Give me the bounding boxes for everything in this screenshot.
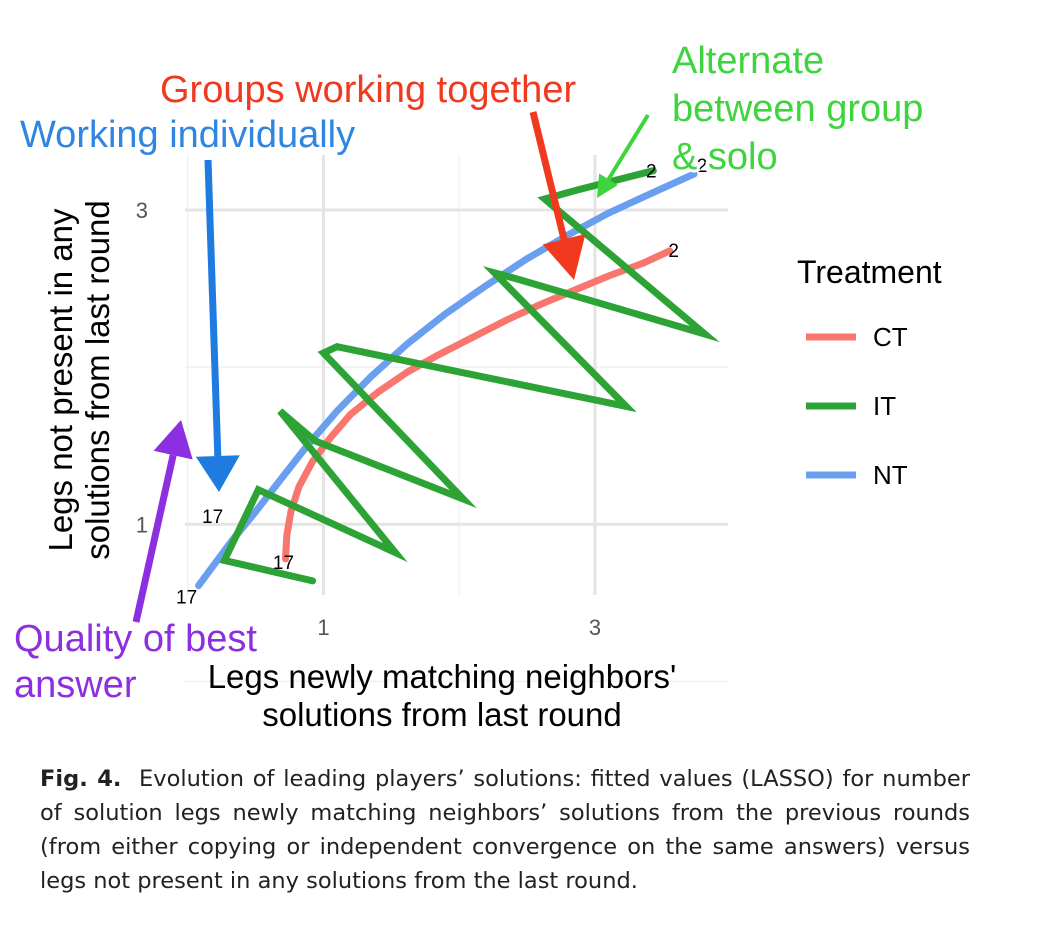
x-axis-title: solutions from last round xyxy=(262,696,622,733)
series-it-line xyxy=(219,167,720,585)
grid xyxy=(185,155,728,683)
legend: Treatment CT IT NT xyxy=(797,254,942,490)
annotation-quality: answer xyxy=(14,664,137,706)
legend-title: Treatment xyxy=(797,254,942,290)
caption-label: Fig. 4. xyxy=(40,766,122,792)
point-label-it-start: 17 xyxy=(202,507,223,528)
legend-label-ct: CT xyxy=(873,322,908,352)
arrow-groups-together-head xyxy=(542,233,586,280)
arrow-working-individually-head xyxy=(195,455,240,492)
annotation-groups-working-together: Groups working together xyxy=(160,69,576,111)
annotation-alternate: between group xyxy=(672,88,923,130)
series-ct-line xyxy=(282,247,674,563)
arrow-alternate-head xyxy=(597,173,618,198)
arrow-quality-shaft xyxy=(132,454,177,623)
legend-label-nt: NT xyxy=(873,460,908,490)
caption-text: Evolution of leading players’ solutions:… xyxy=(40,766,970,894)
arrow-working-individually-shaft xyxy=(204,159,222,457)
legend-label-it: IT xyxy=(873,391,896,421)
point-label-ct-end: 2 xyxy=(668,241,679,262)
arrow-alternate-shaft xyxy=(606,113,650,181)
y-axis-title: solutions from last round xyxy=(79,200,116,560)
point-label-ct-start: 17 xyxy=(273,553,294,574)
figure-caption: Fig. 4. Evolution of leading players’ so… xyxy=(40,762,970,898)
point-label-it-end: 2 xyxy=(646,162,657,183)
y-tick-label: 3 xyxy=(136,198,148,223)
x-axis-title: Legs newly matching neighbors' xyxy=(208,658,677,695)
point-label-nt-end: 2 xyxy=(697,156,708,177)
axis-titles: Legs newly matching neighbors'solutions … xyxy=(42,200,676,733)
annotation-quality: Quality of best xyxy=(14,618,257,660)
y-tick-label: 1 xyxy=(136,512,148,537)
y-axis-title: Legs not present in any xyxy=(42,208,79,552)
annotation-alternate: & solo xyxy=(672,136,778,178)
point-label-nt-start: 17 xyxy=(176,588,197,609)
annotation-working-individually: Working individually xyxy=(20,114,355,156)
series-layer xyxy=(195,167,720,590)
arrow-quality-head xyxy=(153,420,193,460)
axis-ticks: 1 3 1 3 xyxy=(136,198,601,640)
annotation-alternate: Alternate xyxy=(672,40,824,82)
arrow-groups-together-shaft xyxy=(529,111,568,241)
x-tick-label: 3 xyxy=(589,615,601,640)
annotation-arrows xyxy=(132,111,650,623)
point-labels: 17 2 17 2 17 2 xyxy=(176,156,707,609)
x-tick-label: 1 xyxy=(317,615,329,640)
